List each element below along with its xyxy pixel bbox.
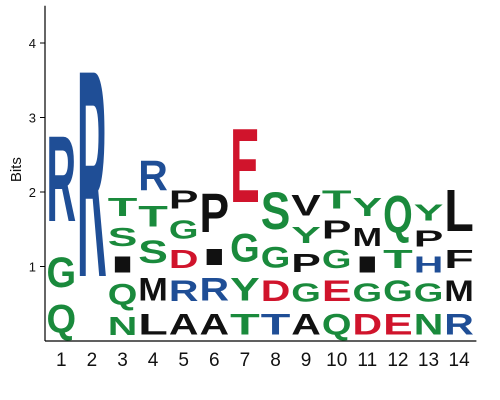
x-tick-label: 11 [357,350,377,371]
x-tick-label: 13 [418,350,439,371]
logo-letter-m: M [353,222,383,251]
y-axis: 1 2 3 4 [29,5,46,341]
logo-letter-q: Q [47,298,77,342]
x-tick-label: 4 [148,350,159,371]
x-tick-label: 2 [87,350,98,371]
logo-letter-t: T [383,245,413,274]
logo-letter-s: S [138,234,168,270]
logo-letter-d: D [169,245,199,274]
x-tick-label: 1 [56,350,67,371]
y-tick-label: 1 [29,260,36,275]
logo-letter-r: R [200,270,230,307]
logo-letter-y: Y [291,223,321,248]
logo-letter-t: T [138,201,168,233]
logo-letter-t: T [261,309,291,341]
logo-letter-m: M [444,274,474,307]
logo-letter-e: E [230,107,260,226]
logo-letter-g: G [230,227,260,271]
x-tick-label: 9 [301,350,312,371]
logo-letter-t: T [322,186,352,215]
logo-letter-q: Q [383,184,413,244]
logo-letter-l: L [444,178,474,244]
logo-letter-e: E [322,274,352,307]
x-tick-label: 6 [209,350,220,371]
logo-letter-r: R [169,275,199,308]
x-tick-label: 8 [270,350,281,371]
logo-letter-m: M [138,271,168,307]
logo-letter-n: N [414,308,444,341]
logo-letter-n: N [108,312,138,341]
logo-letter-a: A [200,308,230,341]
x-tick-label: 7 [240,350,251,371]
logo-letter-p: P [322,215,352,244]
logo-letter-r: R [77,8,107,339]
x-tick-label: 10 [326,350,347,371]
logo-letter-g: G [261,241,291,274]
logo-letter-g: G [169,214,199,244]
logo-letter-i: I [108,252,138,278]
x-tick-label: 5 [178,350,189,371]
logo-letter-y: Y [230,272,260,308]
logo-letter-r: R [138,151,168,199]
logo-letter-s: S [108,222,138,251]
logo-letter-t: T [230,309,260,341]
logo-letter-h: H [414,253,444,278]
logo-letter-d: D [353,308,383,341]
logo-letter-i: I [353,252,383,278]
logo-letter-e: E [383,308,413,341]
logo-letter-g: G [47,248,77,297]
logo-letters: QGR R NQISTLMSTRARDGPARIPTYGETDGSAGPYVQEGP… [47,8,475,341]
y-tick-label: 3 [29,111,36,126]
logo-letter-a: A [291,308,321,341]
logo-letter-f: F [444,245,474,274]
logo-letter-y: Y [353,192,383,221]
logo-letter-v: V [291,189,320,222]
logo-letter-l: L [138,309,168,341]
x-tick-label: 14 [449,350,471,371]
logo-letter-i: I [200,245,230,271]
logo-letter-t: T [108,193,138,222]
logo-letter-a: A [169,308,199,341]
logo-letter-g: G [414,278,444,308]
logo-letter-d: D [261,275,291,308]
logo-letter-s: S [261,182,291,240]
x-tick-label: 3 [117,350,128,371]
y-tick-label: 4 [29,36,36,51]
logo-letter-g: G [291,278,321,308]
logo-letter-y: Y [414,200,444,225]
logo-letter-p: P [291,248,321,277]
logo-letter-p: P [200,181,230,244]
y-tick-label: 2 [29,185,36,200]
y-axis-title: Bits [8,157,25,182]
x-tick-label: 12 [387,350,408,371]
logo-letter-p: P [169,185,199,214]
logo-letter-q: Q [108,279,138,312]
logo-letter-g: G [383,275,413,308]
logo-letter-q: Q [322,309,352,342]
logo-letter-g: G [353,278,383,308]
logo-letter-r: R [47,111,77,248]
logo-letter-p: P [414,227,444,252]
x-axis: 1 2 3 4 5 6 7 8 9 10 11 12 13 14 [45,340,477,371]
logo-letter-g: G [322,244,352,274]
logo-letter-r: R [444,308,474,341]
